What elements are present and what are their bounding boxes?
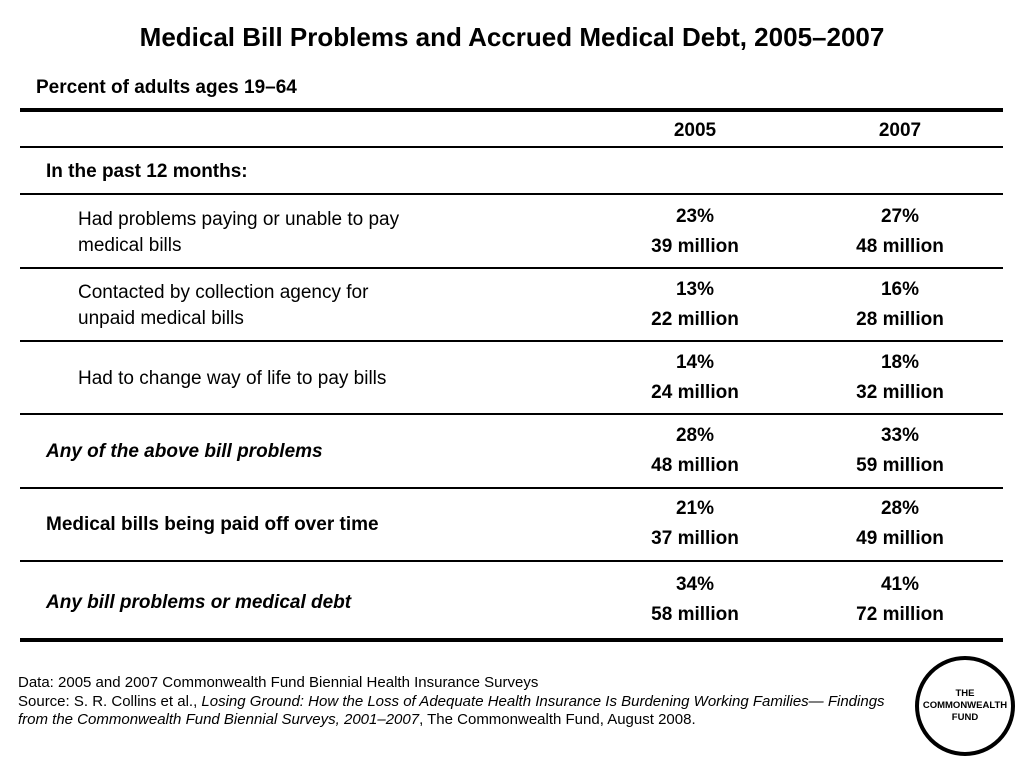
- percent-value: 34%: [675, 574, 715, 595]
- count-value: 48 million: [651, 455, 739, 476]
- value-2007: 16% 28 million: [830, 275, 970, 335]
- value-2007: 27% 48 million: [830, 202, 970, 262]
- row-rule: [20, 560, 1003, 562]
- count-value: 58 million: [651, 604, 739, 625]
- value-2005: 23% 39 million: [625, 202, 765, 262]
- percent-value: 18%: [880, 352, 920, 373]
- value-2005: 28% 48 million: [625, 421, 765, 481]
- value-2005: 14% 24 million: [625, 348, 765, 408]
- value-2007: 28% 49 million: [830, 494, 970, 554]
- value-2007: 41% 72 million: [830, 570, 970, 630]
- percent-value: 23%: [675, 206, 715, 227]
- source-title: Losing Ground: How the Loss of Adequate …: [18, 692, 885, 729]
- count-value: 49 million: [856, 528, 944, 549]
- source-prefix: Source: S. R. Collins et al.,: [18, 692, 202, 710]
- slide-title: Medical Bill Problems and Accrued Medica…: [139, 22, 885, 52]
- row-label: Had problems paying or unable to pay med…: [78, 209, 400, 256]
- percent-value: 28%: [675, 425, 715, 446]
- row-rule: [20, 340, 1003, 342]
- count-value: 37 million: [651, 528, 739, 549]
- section-rule: [20, 193, 1003, 195]
- percent-value: 41%: [880, 574, 920, 595]
- value-2005: 21% 37 million: [625, 494, 765, 554]
- source-suffix: , The Commonwealth Fund, August 2008.: [419, 711, 696, 728]
- section-label: In the past 12 months:: [46, 161, 248, 182]
- column-header-2007: 2007: [878, 120, 922, 141]
- count-value: 59 million: [856, 455, 944, 476]
- percent-value: 33%: [880, 425, 920, 446]
- source-note: Source: S. R. Collins et al., Losing Gro…: [18, 693, 898, 730]
- table-bottom-rule: [20, 638, 1003, 642]
- percent-value: 13%: [675, 279, 715, 300]
- column-header-2005: 2005: [673, 120, 717, 141]
- percent-value: 16%: [880, 279, 920, 300]
- row-label: Any of the above bill problems: [46, 441, 323, 462]
- count-value: 22 million: [651, 309, 739, 330]
- count-value: 72 million: [856, 604, 944, 625]
- count-value: 39 million: [651, 236, 739, 257]
- value-2005: 34% 58 million: [625, 570, 765, 630]
- footer-notes: Data: 2005 and 2007 Commonwealth Fund Bi…: [18, 674, 898, 730]
- value-2005: 13% 22 million: [625, 275, 765, 335]
- percent-value: 21%: [675, 498, 715, 519]
- row-label: Any bill problems or medical debt: [46, 592, 352, 613]
- count-value: 32 million: [856, 382, 944, 403]
- value-2007: 18% 32 million: [830, 348, 970, 408]
- count-value: 48 million: [856, 236, 944, 257]
- table-top-rule: [20, 108, 1003, 112]
- percent-value: 28%: [880, 498, 920, 519]
- percent-value: 27%: [880, 206, 920, 227]
- row-rule: [20, 267, 1003, 269]
- row-rule: [20, 487, 1003, 489]
- row-label: Had to change way of life to pay bills: [78, 368, 387, 389]
- commonwealth-fund-logo: THE COMMONWEALTH FUND: [915, 656, 1015, 756]
- count-value: 28 million: [856, 309, 944, 330]
- data-note: Data: 2005 and 2007 Commonwealth Fund Bi…: [18, 674, 539, 691]
- row-label: Contacted by collection agency for unpai…: [78, 282, 369, 329]
- percent-value: 14%: [675, 352, 715, 373]
- count-value: 24 million: [651, 382, 739, 403]
- slide-subtitle: Percent of adults ages 19–64: [36, 77, 297, 98]
- row-rule: [20, 413, 1003, 415]
- value-2007: 33% 59 million: [830, 421, 970, 481]
- header-rule: [20, 146, 1003, 148]
- row-label: Medical bills being paid off over time: [46, 514, 379, 535]
